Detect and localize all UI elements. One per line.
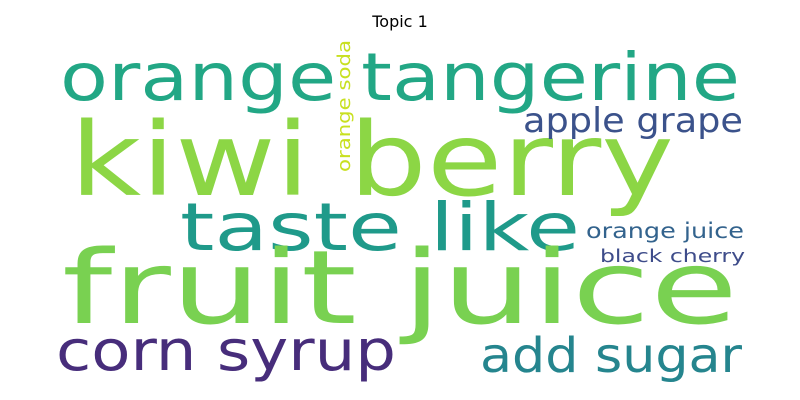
word-orange-soda: orange soda [334, 40, 355, 172]
word-taste-like: taste like [180, 189, 580, 266]
word-fruit-juice: fruit juice [62, 229, 738, 348]
word-orange-juice: orange juice [586, 219, 744, 243]
word-kiwi-berry: kiwi berry [70, 101, 674, 220]
word-black-cherry: black cherry [600, 246, 745, 267]
word-apple-grape: apple grape [523, 101, 743, 141]
word-add-sugar: add sugar [480, 328, 742, 384]
word-corn-syrup: corn syrup [56, 319, 396, 384]
word-orange-tangerine: orange tangerine [60, 39, 740, 116]
figure-title: Topic 1 [372, 12, 428, 31]
